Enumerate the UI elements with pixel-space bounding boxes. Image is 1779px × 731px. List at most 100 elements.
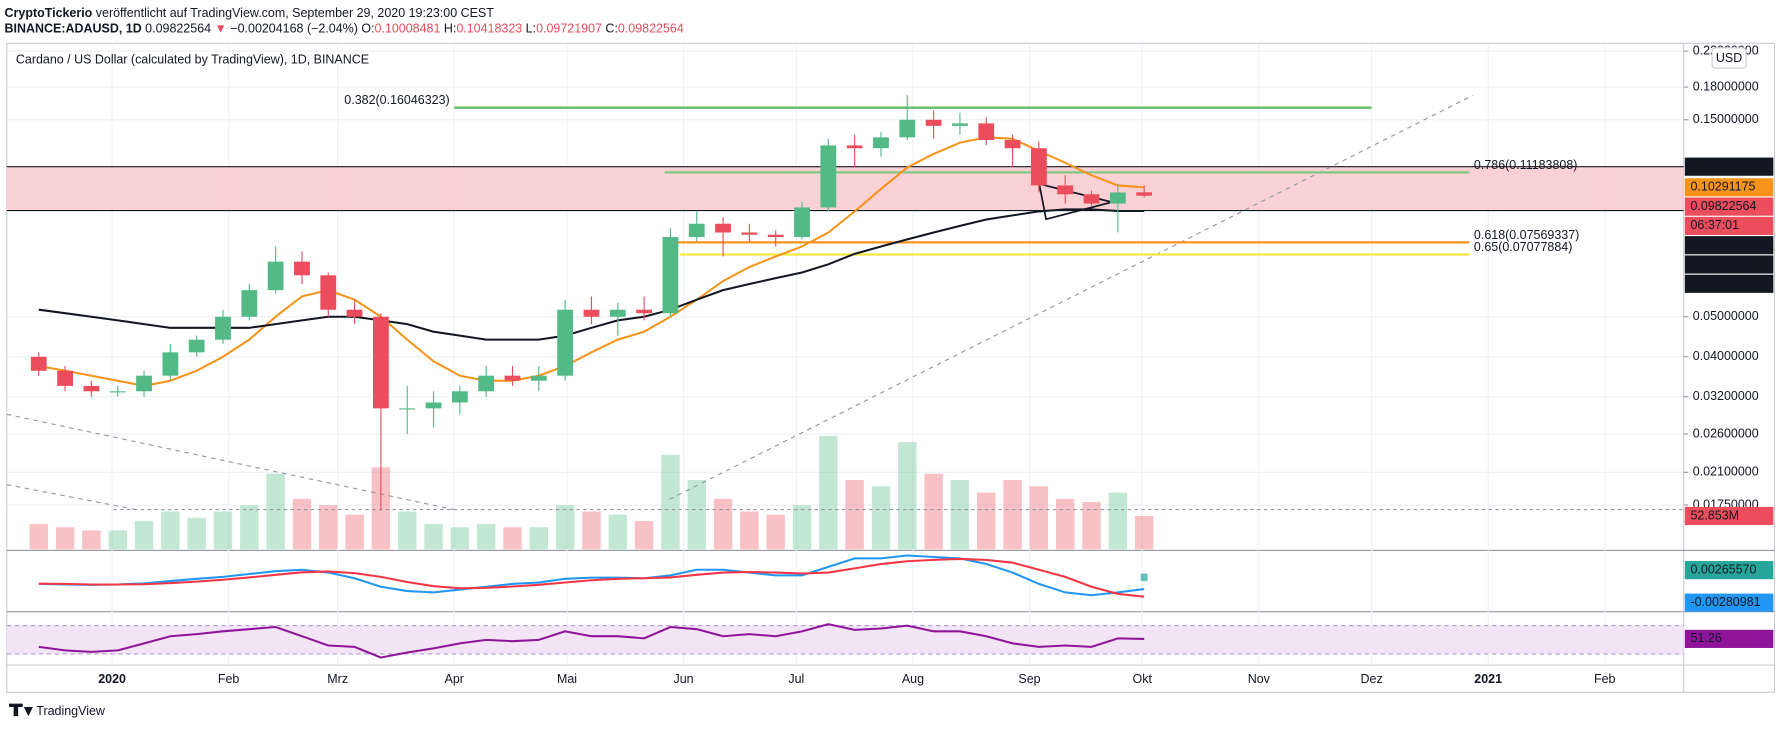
candle-body — [662, 237, 679, 314]
fib-layer: 0.382(0.16046323) 0.786(0.11183808) 0.618(… — [344, 93, 1579, 256]
axis-layer: 2020 Feb Mrz Apr Mai Jun Jul Aug Sep Okt Nov Dez 202… — [98, 43, 1774, 686]
candle-body — [899, 119, 916, 138]
candle-body — [399, 408, 416, 410]
footer: TradingView — [36, 704, 106, 718]
volume-bar — [82, 530, 101, 550]
volume-bar — [319, 505, 338, 550]
candle-body — [925, 119, 942, 126]
volume-bar — [134, 520, 154, 550]
volume-bar — [1055, 498, 1075, 550]
signal-line — [38, 557, 1145, 598]
volume-bar — [55, 527, 75, 550]
x-tick-label: Nov — [1248, 672, 1271, 686]
y-tick-label: 0.04000000 — [1693, 349, 1759, 363]
candle-body — [1083, 194, 1100, 204]
volume-bar — [161, 511, 180, 550]
candle-body — [794, 207, 810, 238]
volume-bar — [582, 511, 601, 550]
price-label: 0.10291175 — [1691, 180, 1756, 194]
triangle-pattern — [1038, 183, 1113, 221]
price-label: 0.11548143 — [1691, 159, 1756, 173]
volume-bar — [266, 473, 285, 550]
volume-bar — [1029, 486, 1049, 550]
trend-line — [6, 413, 454, 511]
trend-line — [6, 484, 137, 511]
trend-line — [669, 94, 1473, 500]
panels — [6, 42, 1776, 693]
candle-body — [715, 223, 731, 233]
volume-layer — [29, 435, 1154, 550]
currency-button[interactable] — [1711, 47, 1747, 69]
volume-bar — [661, 454, 680, 550]
author: CryptoTickerio — [5, 6, 93, 20]
candle-body — [583, 309, 600, 317]
rsi-line — [38, 623, 1145, 659]
price-label-box — [1684, 197, 1774, 216]
rsi-label: 51.26 — [1691, 631, 1722, 645]
candle-body — [504, 375, 521, 381]
candle-body — [873, 137, 889, 149]
candle-body — [425, 402, 442, 409]
y-tick-label: 0.05000000 — [1693, 309, 1759, 323]
volume-bar — [634, 520, 654, 550]
volume-bar — [950, 479, 970, 550]
volume-bar — [898, 442, 917, 550]
x-tick-label: Feb — [1594, 672, 1616, 686]
header-line-2: BINANCE:ADAUSD, 1D 0.09822564 ▼ −0.00204… — [5, 22, 684, 36]
macd-histogram — [1140, 573, 1148, 582]
candle-body — [83, 385, 100, 392]
x-tick-label: Dez — [1361, 672, 1383, 686]
candle-body — [57, 370, 73, 386]
candle-body — [978, 123, 995, 140]
candle-body — [952, 123, 968, 126]
currency[interactable]: USD — [1716, 51, 1742, 65]
rsi-band — [6, 625, 1684, 654]
candle-body — [820, 145, 837, 208]
candle-body — [1004, 139, 1021, 149]
price-label-box — [1684, 157, 1774, 176]
x-tick-label: Apr — [445, 672, 464, 686]
fib-label: 0.65(0.07077884) — [1474, 240, 1572, 254]
volume-label: 52.853M — [1691, 508, 1740, 522]
candle-body — [294, 261, 310, 276]
volume-label-box — [1684, 506, 1774, 526]
macd-line — [38, 554, 1145, 597]
published: veröffentlicht auf TradingView.com, Sept… — [92, 6, 494, 20]
close-value: 0.09822564 — [618, 22, 684, 36]
candle-body — [320, 275, 337, 310]
volume-bar — [924, 473, 943, 550]
candle-body — [136, 375, 152, 392]
x-tick-label: Aug — [902, 672, 924, 686]
y-tick-label: 0.02600000 — [1693, 426, 1759, 440]
x-tick-label: Mrz — [327, 672, 348, 686]
volume-bar — [871, 486, 891, 550]
candle-body — [241, 290, 258, 317]
change: −0.00204168 (−2.04%) — [230, 22, 358, 36]
candle-body — [267, 261, 284, 291]
x-tick-label: 2020 — [98, 672, 126, 686]
fib-label: 0.786(0.11183808) — [1474, 158, 1578, 172]
candle-body — [346, 309, 363, 317]
candle-body — [1136, 192, 1153, 196]
logo-icon — [9, 703, 33, 717]
candle-body — [478, 375, 495, 392]
last-price: 0.09822564 — [145, 22, 211, 36]
price-label-box — [1684, 255, 1774, 274]
volume-bar — [476, 524, 496, 550]
y-tick-label: 0.18000000 — [1693, 79, 1759, 93]
frame — [6, 42, 1776, 693]
price-label-box — [1684, 236, 1774, 255]
candle-body — [373, 316, 389, 409]
volume-bar — [819, 435, 838, 550]
candle-body — [530, 375, 547, 381]
rsi-label-box — [1684, 629, 1774, 648]
volume-bar — [1134, 515, 1154, 550]
l-label: L: — [526, 22, 536, 36]
x-tick-label: Jun — [674, 672, 694, 686]
volume-bar — [450, 527, 470, 550]
volume-bar — [792, 505, 812, 550]
grid — [6, 43, 1684, 666]
candle-body — [109, 391, 126, 393]
price-label-box — [1684, 274, 1774, 293]
